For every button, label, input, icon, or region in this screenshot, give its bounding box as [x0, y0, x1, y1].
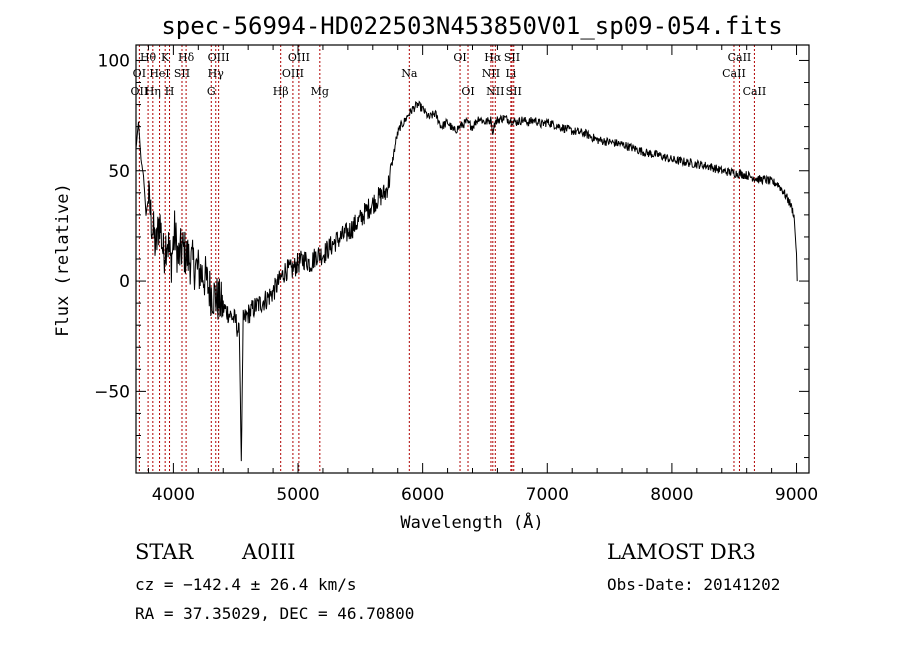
line-label: Hγ [208, 67, 225, 80]
chart-title: spec-56994-HD022503N453850V01_sp09-054.f… [161, 12, 782, 40]
survey-name: LAMOST DR3 [607, 540, 756, 564]
x-tick-label: 9000 [775, 485, 818, 505]
x-tick-label: 7000 [526, 485, 569, 505]
line-label: NII [482, 67, 500, 80]
line-label: K [161, 51, 170, 64]
line-label: Hα [484, 51, 502, 64]
line-label: H [165, 85, 175, 98]
line-label: Hβ [273, 85, 289, 98]
line-label: OIII [282, 67, 304, 80]
plot-frame [135, 44, 810, 474]
y-tick-label: 50 [108, 162, 130, 182]
object-subclass: A0III [242, 540, 296, 564]
line-label: CaII [728, 51, 752, 64]
line-label: G [207, 85, 216, 98]
x-tick-label: 6000 [401, 485, 444, 505]
line-label: OIII [208, 51, 230, 64]
spectrum-series-line [135, 100, 798, 462]
line-label: Li [505, 67, 516, 80]
line-label: SII [504, 51, 520, 64]
y-tick-labels: 100 50 0 −50 [94, 51, 130, 402]
x-tick-label: 4000 [152, 485, 195, 505]
y-tick-label: −50 [94, 382, 130, 402]
axis-ticks [136, 45, 809, 473]
line-label: Hδ [178, 51, 195, 64]
line-label: CaII [722, 67, 746, 80]
line-label: OI [133, 67, 146, 80]
line-label: NII [486, 85, 504, 98]
line-label: HeI [149, 67, 169, 80]
x-tick-label: 5000 [276, 485, 319, 505]
line-label: OI [461, 85, 474, 98]
line-label: OII [131, 85, 149, 98]
line-label: OI [453, 51, 466, 64]
y-tick-label: 100 [98, 51, 130, 71]
line-label: Hη [145, 85, 161, 98]
x-axis-label: Wavelength (Å) [400, 511, 543, 533]
y-axis-label: Flux (relative) [53, 183, 73, 337]
line-label: Na [401, 67, 418, 80]
observation-date: Obs-Date: 20141202 [607, 575, 781, 594]
redshift-velocity: cz = −142.4 ± 26.4 km/s [135, 575, 357, 594]
x-tick-labels: 4000 5000 6000 7000 8000 9000 [152, 485, 818, 505]
line-label: CaII [743, 85, 767, 98]
line-label: SII [174, 67, 190, 80]
line-label: Hθ [140, 51, 157, 64]
object-type: STAR [135, 540, 194, 564]
line-label: Mg [311, 85, 329, 98]
coordinates: RA = 37.35029, DEC = 46.70800 [135, 604, 415, 623]
line-label: OIII [288, 51, 310, 64]
line-label: SII [506, 85, 522, 98]
x-tick-label: 8000 [650, 485, 693, 505]
spectral-line-markers [138, 45, 755, 473]
y-tick-label: 0 [119, 272, 130, 292]
